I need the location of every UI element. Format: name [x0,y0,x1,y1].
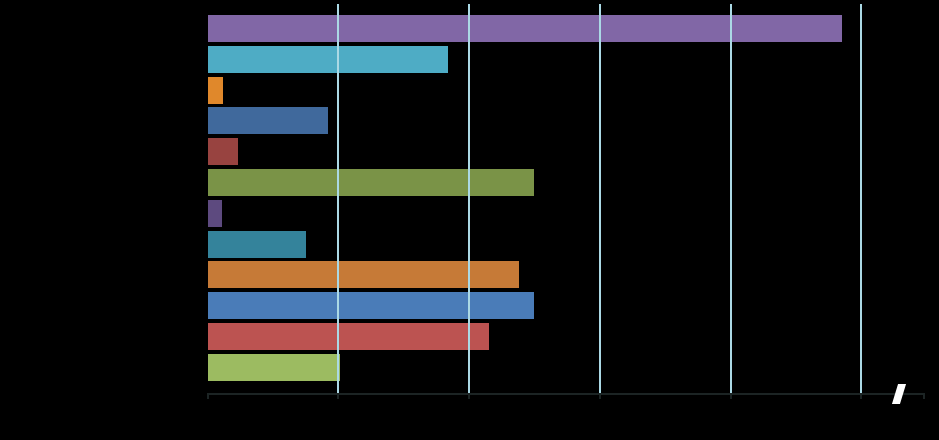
bar-category-2 [207,45,449,73]
bar-category-4 [207,107,328,135]
gridline-unit-2 [468,4,470,393]
bar-category-3 [207,76,224,104]
bar-category-7 [207,199,222,227]
x-axis-tick-6 [922,393,925,399]
bar-category-6 [207,169,535,196]
x-axis-tick-0 [206,393,209,399]
gridline-unit-3 [598,4,601,393]
gridline-unit-1 [337,4,340,393]
bar-category-12 [207,353,340,381]
gridline-unit-4 [729,4,732,393]
bar-category-5 [207,138,238,166]
bar-category-8 [207,230,306,258]
bar-category-11 [207,323,489,350]
bar-category-1 [207,15,842,42]
bar-category-9 [207,261,519,289]
x-axis-tick-2 [468,393,470,399]
x-axis-tick-1 [337,393,340,399]
bar-category-10 [207,292,535,320]
x-axis-tick-4 [729,393,732,399]
x-axis-tick-5 [860,393,863,399]
x-axis-tick-3 [598,393,601,399]
x-axis-line [207,393,924,395]
gridline-unit-5 [860,4,863,393]
